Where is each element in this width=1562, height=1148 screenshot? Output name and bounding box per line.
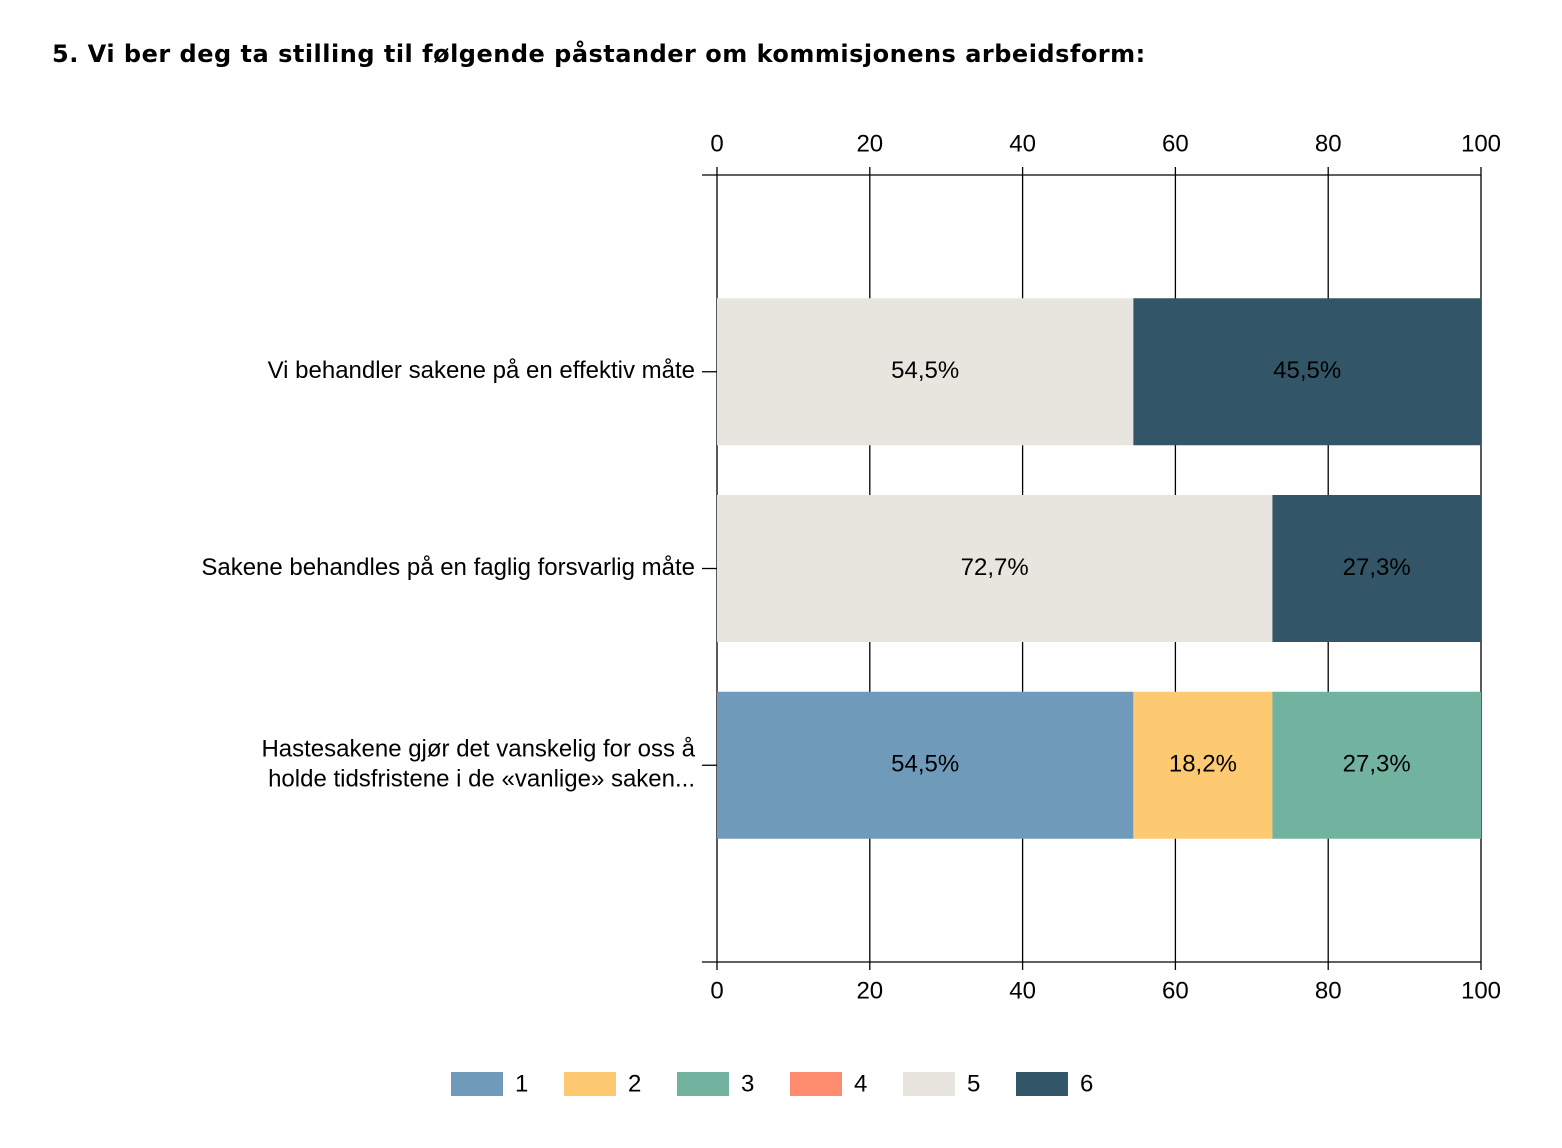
data-label: 54,5% (891, 751, 959, 778)
legend-swatch (564, 1072, 616, 1096)
x-tick-label: 100 (1461, 130, 1501, 157)
x-tick-label: 80 (1315, 130, 1342, 157)
x-tick-label: 20 (856, 977, 883, 1004)
bar-segment (717, 298, 1134, 446)
x-tick-label: 100 (1461, 977, 1501, 1004)
y-tick-label: Sakene behandles på en faglig forsvarlig… (201, 554, 695, 581)
legend-label: 4 (854, 1070, 867, 1097)
data-label: 54,5% (891, 357, 959, 384)
data-label: 27,3% (1343, 751, 1411, 778)
x-tick-label: 20 (856, 130, 883, 157)
legend-label: 5 (967, 1070, 980, 1097)
data-label: 45,5% (1273, 357, 1341, 384)
legend-label: 2 (628, 1070, 641, 1097)
data-label: 72,7% (961, 554, 1029, 581)
y-tick-label: Vi behandler sakene på en effektiv måte (268, 357, 695, 384)
legend-swatch (790, 1072, 842, 1096)
bar-segment (1272, 495, 1481, 642)
bar-segment (717, 691, 1134, 839)
legend-swatch (903, 1072, 955, 1096)
chart-title: 5. Vi ber deg ta stilling til følgende p… (52, 39, 1146, 68)
x-tick-label: 0 (710, 977, 723, 1004)
legend-label: 6 (1080, 1070, 1093, 1097)
bar-segment (717, 495, 1273, 642)
legend-label: 3 (741, 1070, 754, 1097)
legend-label: 1 (515, 1070, 528, 1097)
x-tick-label: 60 (1162, 977, 1189, 1004)
x-tick-label: 40 (1009, 977, 1036, 1004)
legend-swatch (451, 1072, 503, 1096)
x-tick-label: 0 (710, 130, 723, 157)
x-tick-label: 40 (1009, 130, 1036, 157)
data-label: 18,2% (1169, 751, 1237, 778)
data-label: 27,3% (1343, 554, 1411, 581)
legend-swatch (1016, 1072, 1068, 1096)
y-tick-label: Hastesakene gjør det vanskelig for oss å… (261, 736, 695, 793)
bar-segment (1133, 298, 1481, 446)
legend-swatch (677, 1072, 729, 1096)
bar-segment (1272, 691, 1481, 839)
bar-segment (1133, 691, 1273, 839)
x-tick-label: 80 (1315, 977, 1342, 1004)
x-tick-label: 60 (1162, 130, 1189, 157)
